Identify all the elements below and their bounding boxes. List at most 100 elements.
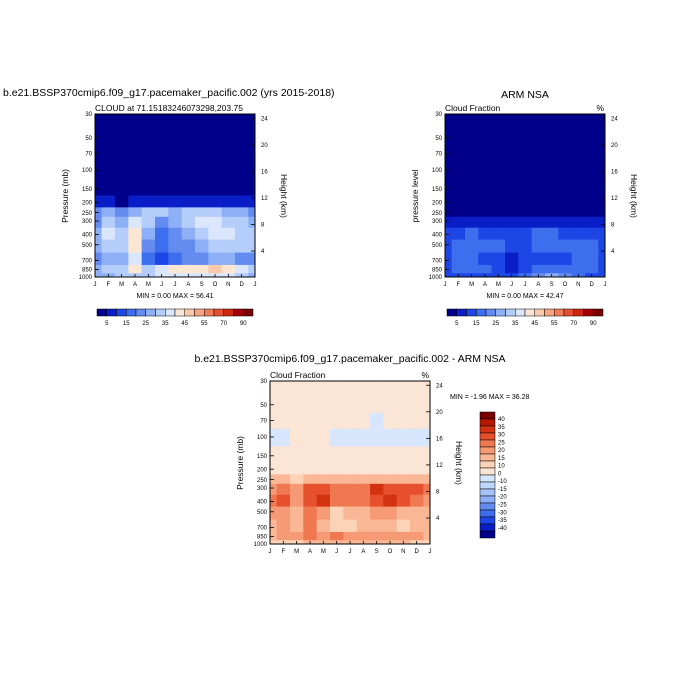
colorbar-swatch <box>116 308 127 317</box>
colorbar-swatch <box>583 308 594 317</box>
contour-cell <box>558 179 573 196</box>
contour-cell <box>396 428 411 447</box>
contour-cell <box>115 179 129 196</box>
contour-cell <box>558 161 573 180</box>
y-tick-label: 70 <box>435 152 442 158</box>
contour-cell <box>383 483 398 496</box>
contour-cell <box>316 483 331 496</box>
x-tick-label: N <box>226 282 230 288</box>
contour-cell <box>491 114 506 127</box>
x-tick-label: J <box>174 282 177 288</box>
contour-cell <box>445 125 453 146</box>
contour-cell <box>195 125 209 146</box>
contour-cell <box>181 264 196 274</box>
contour-cell <box>465 207 479 218</box>
contour-cell <box>290 494 304 507</box>
contour-cell <box>95 125 103 146</box>
contour-cell <box>303 428 318 447</box>
contour-cell <box>276 506 291 520</box>
contour-cell <box>181 125 196 146</box>
y-right-tick-label: 16 <box>436 437 443 443</box>
contour-cell <box>531 216 546 229</box>
contour-cell <box>445 239 453 253</box>
contour-cell <box>330 506 344 520</box>
colorbar-label: -25 <box>498 502 507 508</box>
contour-cell <box>208 179 223 196</box>
contour-cell <box>505 179 519 196</box>
contour-cell <box>558 252 573 266</box>
colorbar-label: 55 <box>551 321 558 327</box>
y-tick-label: 850 <box>257 535 268 541</box>
contour-cell <box>276 392 291 413</box>
colorbar-swatch <box>165 308 176 317</box>
colorbar-swatch <box>479 439 496 448</box>
panel2-title: ARM NSA <box>501 89 549 101</box>
panel1-contour-field <box>95 114 256 278</box>
contour-cell <box>181 145 196 163</box>
contour-cell <box>423 428 431 447</box>
contour-cell <box>115 145 129 163</box>
x-tick-label: O <box>213 282 218 288</box>
contour-cell <box>316 392 331 413</box>
contour-cell <box>248 227 256 240</box>
colorbar-swatch <box>213 308 224 317</box>
contour-cell <box>195 239 209 253</box>
contour-cell <box>518 114 533 127</box>
colorbar-label: -40 <box>498 526 507 532</box>
contour-cell <box>585 179 599 196</box>
y-tick-label: 1000 <box>79 275 93 281</box>
y-tick-label: 850 <box>432 268 443 274</box>
colorbar-swatch <box>479 530 496 539</box>
contour-cell <box>270 540 278 545</box>
contour-cell <box>208 161 223 180</box>
contour-cell <box>585 264 599 274</box>
contour-cell <box>343 392 358 413</box>
y-tick-label: 70 <box>85 152 92 158</box>
contour-cell <box>370 483 384 496</box>
contour-cell <box>270 412 278 430</box>
contour-cell <box>585 161 599 180</box>
contour-cell <box>370 446 384 463</box>
contour-cell <box>545 239 559 253</box>
colorbar-swatch <box>479 523 496 532</box>
x-tick-label: A <box>308 549 312 555</box>
contour-cell <box>370 474 384 485</box>
contour-cell <box>101 161 116 180</box>
contour-cell <box>208 207 223 218</box>
contour-cell <box>598 273 606 278</box>
contour-cell <box>195 145 209 163</box>
contour-cell <box>505 239 519 253</box>
y-tick-label: 700 <box>432 259 443 265</box>
contour-cell <box>303 506 318 520</box>
contour-cell <box>221 264 236 274</box>
contour-cell <box>115 114 129 127</box>
contour-cell <box>451 195 466 208</box>
contour-cell <box>168 227 183 240</box>
colorbar-swatch <box>479 509 496 518</box>
contour-cell <box>248 114 256 127</box>
colorbar-label: 45 <box>531 321 538 327</box>
y-right-tick-label: 16 <box>611 170 618 176</box>
x-tick-label: J <box>510 282 513 288</box>
contour-cell <box>465 252 479 266</box>
contour-cell <box>396 519 411 533</box>
y-tick-label: 400 <box>432 233 443 239</box>
contour-cell <box>330 392 344 413</box>
colorbar-swatch <box>479 488 496 497</box>
y-right-tick-label: 8 <box>261 223 265 229</box>
contour-cell <box>181 161 196 180</box>
contour-cell <box>95 179 103 196</box>
x-tick-label: J <box>269 549 272 555</box>
y-tick-label: 150 <box>432 187 443 193</box>
contour-cell <box>478 264 493 274</box>
contour-cell <box>128 264 143 274</box>
contour-cell <box>558 145 573 163</box>
colorbar-label: -35 <box>498 518 507 524</box>
colorbar-label: 40 <box>498 417 505 423</box>
contour-cell <box>115 227 129 240</box>
contour-cell <box>276 446 291 463</box>
contour-cell <box>356 462 371 475</box>
